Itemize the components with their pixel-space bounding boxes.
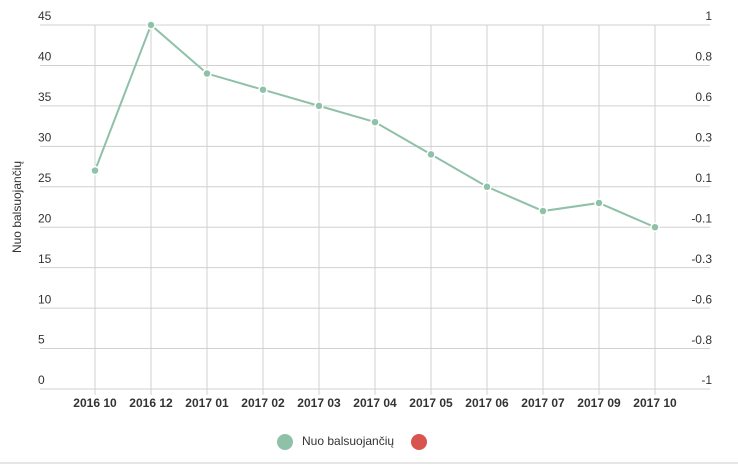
y2-tick-label: 0.3 (695, 131, 712, 145)
point (538, 206, 548, 216)
y2-tick-label: -1 (701, 373, 712, 387)
x-tick-label: 2016 12 (129, 396, 173, 410)
legend-swatch-extra[interactable] (411, 434, 427, 450)
point (258, 84, 268, 95)
x-tick-label: 2017 06 (465, 396, 509, 410)
x-tick-label: 2017 07 (521, 396, 565, 410)
point (146, 20, 156, 30)
y2-tick-label: 0.1 (695, 171, 712, 185)
y2-tick-label: -0.1 (691, 211, 712, 225)
y-tick-label: 15 (38, 252, 52, 266)
point (90, 165, 100, 176)
point (370, 117, 380, 127)
y-tick-label: 30 (38, 131, 52, 145)
y-tick-label: 25 (38, 171, 52, 185)
point (202, 68, 212, 79)
legend-swatch[interactable] (277, 434, 293, 450)
y2-tick-label: -0.8 (691, 333, 712, 347)
point (426, 149, 436, 160)
y2-tick-label: 0.8 (695, 50, 712, 64)
point (650, 222, 660, 232)
y-axis-label: Nuo balsuojančių (10, 161, 24, 253)
point (482, 182, 492, 192)
point (314, 101, 324, 111)
y-tick-label: 5 (38, 333, 45, 347)
x-tick-label: 2017 04 (353, 396, 397, 410)
x-tick-label: 2017 02 (241, 396, 285, 410)
x-tick-label: 2017 10 (633, 396, 677, 410)
y-tick-label: 0 (38, 373, 45, 387)
legend-label[interactable]: Nuo balsuojančių (302, 434, 394, 448)
y2-tick-label: -0.3 (691, 252, 712, 266)
y-tick-label: 20 (38, 211, 52, 225)
y2-tick-label: 0.6 (695, 90, 712, 104)
y2-tick-label: -0.6 (691, 292, 712, 306)
y2-tick-label: 1 (705, 9, 712, 23)
x-tick-label: 2017 05 (409, 396, 453, 410)
x-tick-label: 2017 09 (577, 396, 621, 410)
y-tick-label: 40 (38, 50, 52, 64)
y-tick-label: 10 (38, 292, 52, 306)
y-tick-label: 35 (38, 90, 52, 104)
x-tick-label: 2017 01 (185, 396, 229, 410)
x-tick-label: 2016 10 (73, 396, 117, 410)
point (594, 198, 604, 208)
x-tick-label: 2017 03 (297, 396, 341, 410)
y-tick-label: 45 (38, 9, 52, 23)
